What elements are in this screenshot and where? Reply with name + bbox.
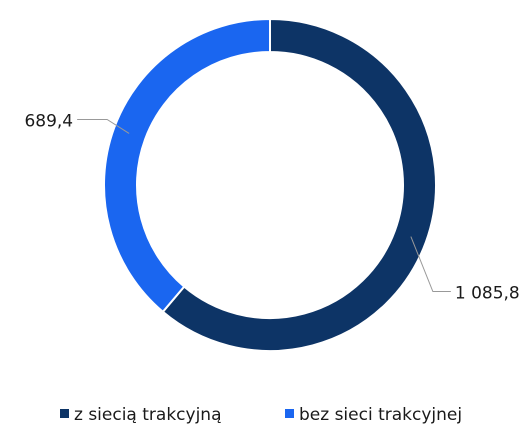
donut-segment bbox=[103, 17, 271, 314]
data-label: 689,4 bbox=[24, 111, 73, 131]
legend-label: z siecią trakcyjną bbox=[74, 405, 222, 425]
leader-line bbox=[410, 236, 451, 293]
data-label: 1 085,8 bbox=[455, 284, 520, 304]
leader-line bbox=[77, 118, 130, 134]
legend-swatch bbox=[60, 409, 69, 418]
legend-swatch bbox=[285, 409, 294, 418]
donut-segment bbox=[161, 17, 437, 352]
legend-label: bez sieci trakcyjnej bbox=[299, 405, 462, 425]
